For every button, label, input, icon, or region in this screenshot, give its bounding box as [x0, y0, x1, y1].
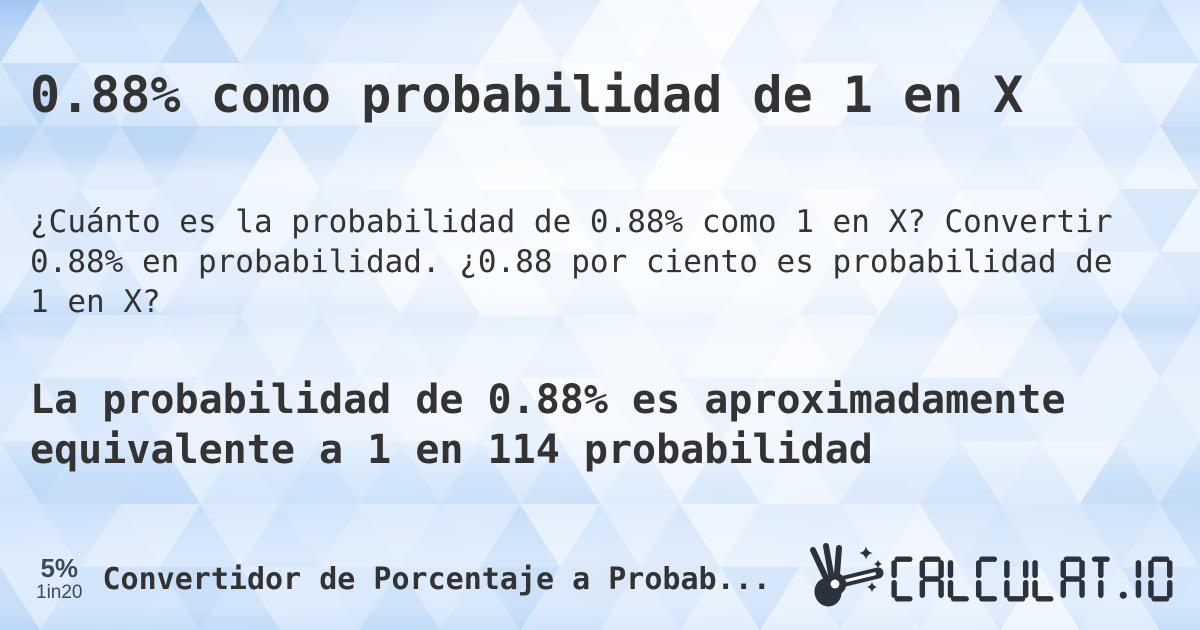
- brand-logo: [798, 540, 1176, 618]
- category-icon-bottom-label: 1in20: [36, 582, 83, 603]
- question-text: ¿Cuánto es la probabilidad de 0.88% como…: [30, 204, 1113, 320]
- answer-text: La probabilidad de 0.88% es aproximadame…: [30, 377, 1066, 474]
- category-icon-top-label: 5%: [40, 553, 79, 583]
- magic-wand-icon: [810, 543, 884, 607]
- category-title: Convertidor de Porcentaje a Probab...: [102, 561, 771, 597]
- category-icon: 5% 1in20: [36, 553, 83, 604]
- brand-wordmark: [891, 556, 1173, 602]
- footer: 5% 1in20 Convertidor de Porcentaje a Pro…: [30, 540, 1176, 618]
- page-title: 0.88% como probabilidad de 1 en X: [30, 65, 1024, 124]
